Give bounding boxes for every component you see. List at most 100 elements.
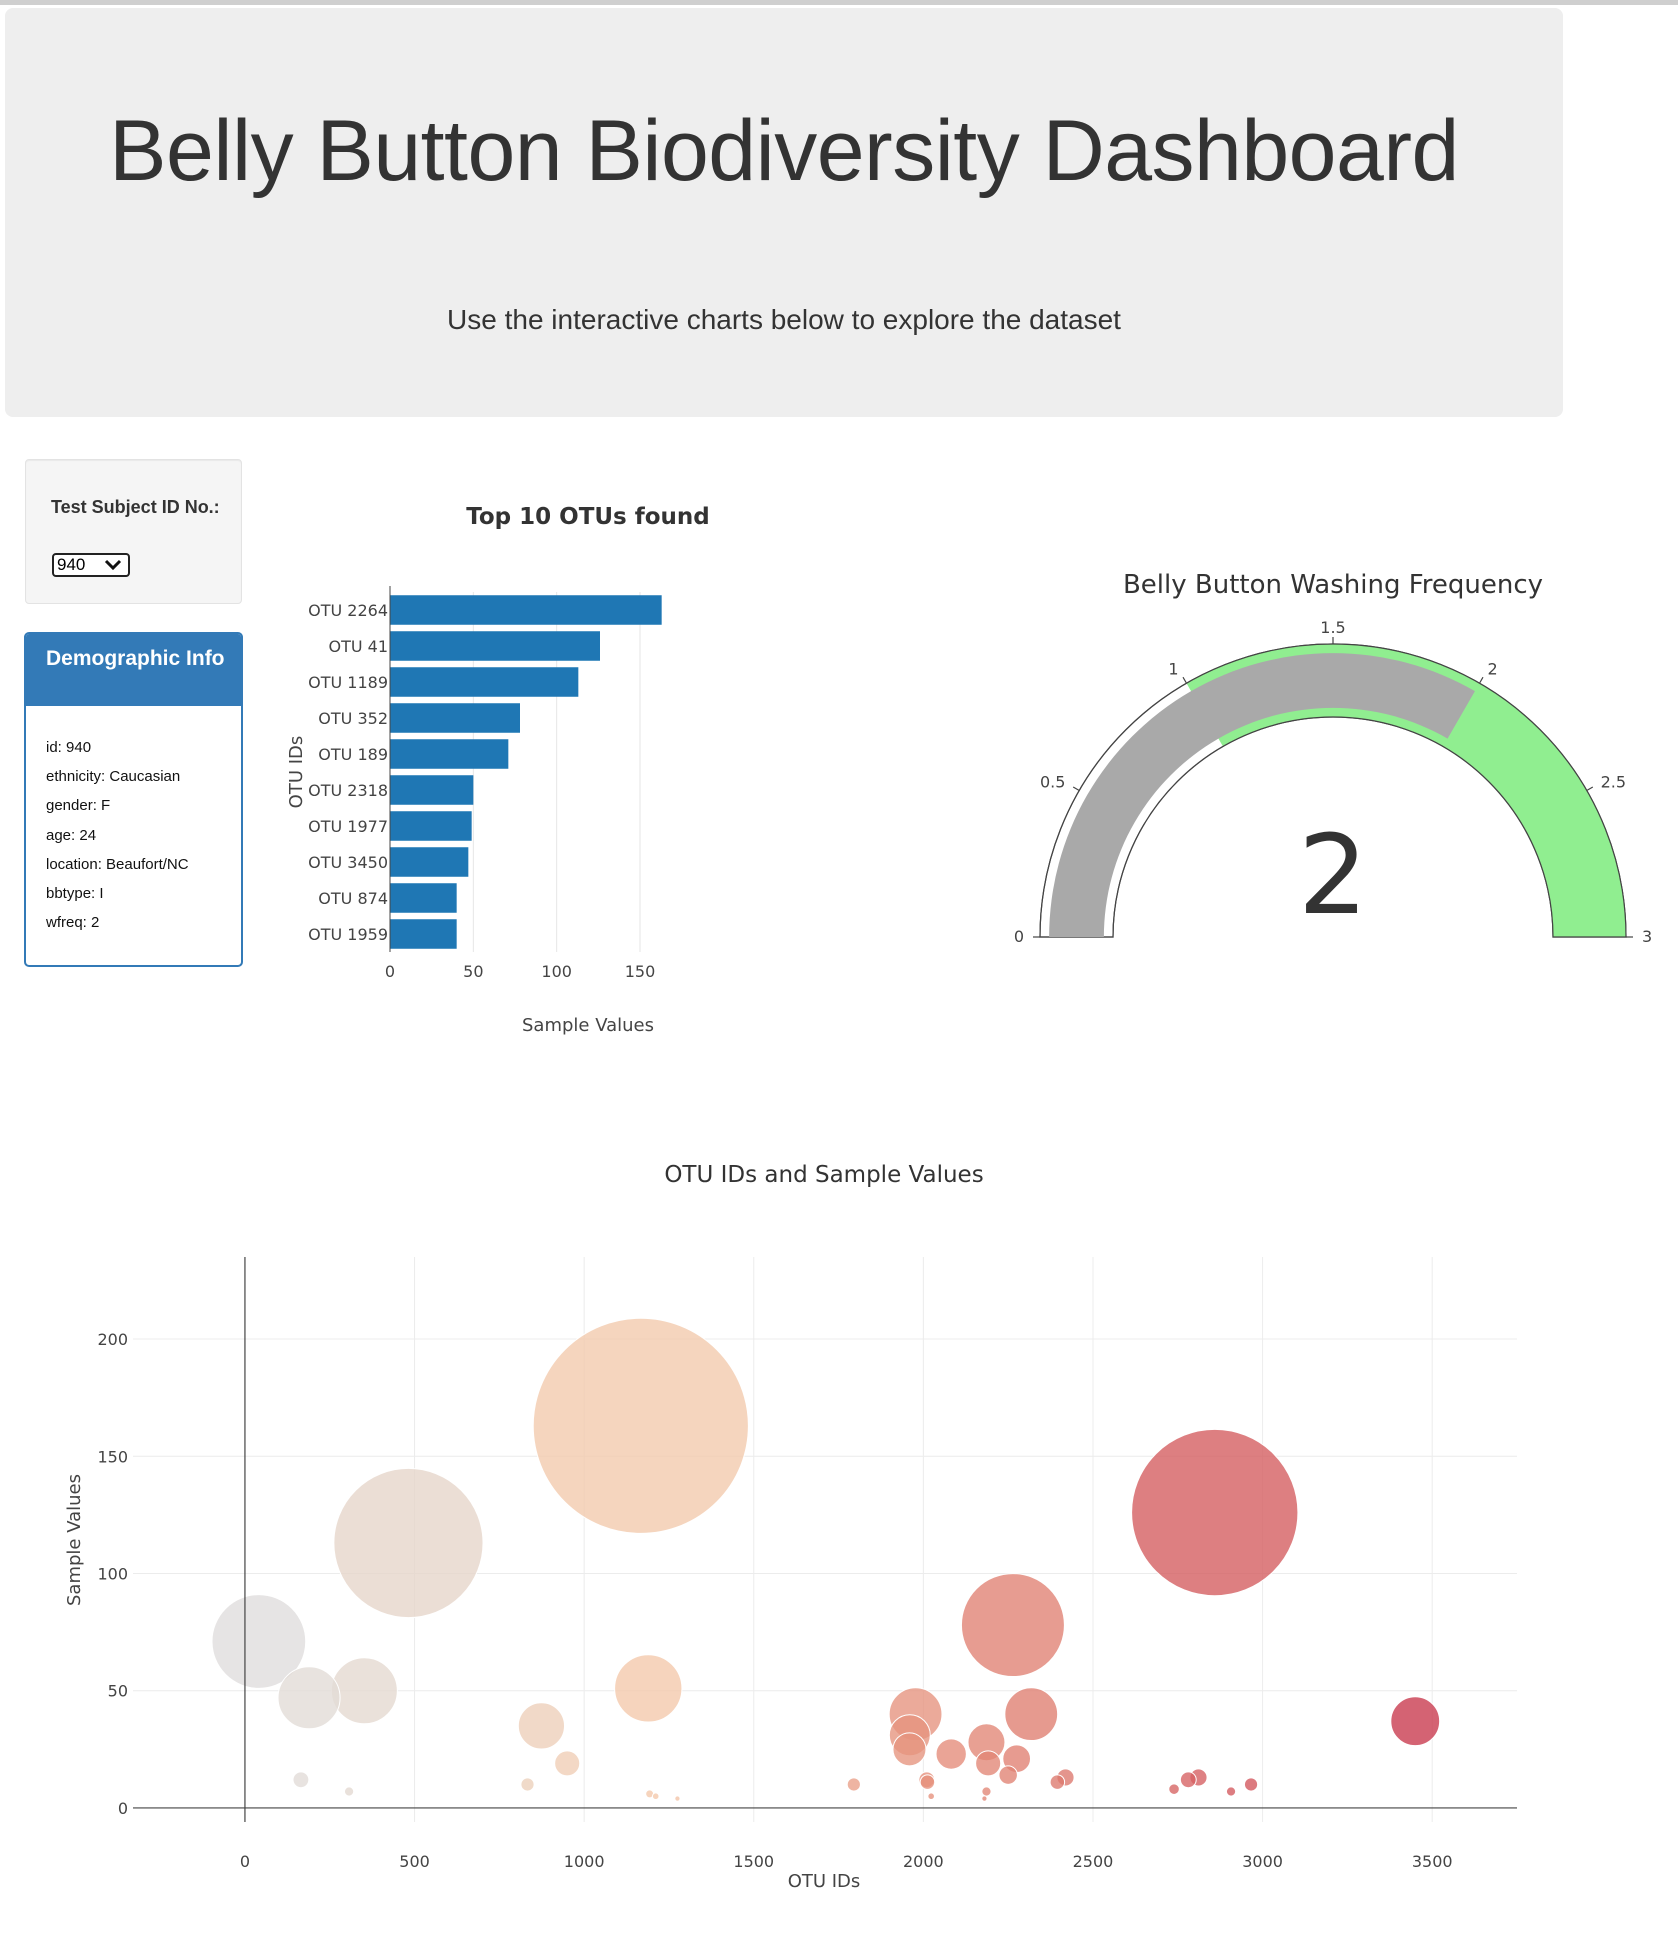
chevron-down-icon: [104, 559, 122, 571]
demographic-info-body: id: 940 ethnicity: Caucasian gender: F a…: [26, 706, 241, 942]
bar-otu-1189: [390, 667, 579, 697]
subject-selector-label: Test Subject ID No.:: [51, 497, 220, 517]
bar-y-tick-label: OTU 2318: [308, 781, 388, 800]
bubble-point: [651, 1792, 660, 1801]
bubble-point: [1225, 1786, 1237, 1797]
bar-otu-41: [390, 631, 600, 661]
bubble-point: [1390, 1696, 1441, 1747]
bar-chart-title: Top 10 OTUs found: [466, 504, 710, 530]
demographic-row-bbtype: bbtype: I: [46, 884, 104, 902]
demographic-row-id: id: 940: [46, 739, 92, 756]
gauge-number: 2: [1298, 811, 1368, 939]
gauge-tick-label: 0.5: [1040, 773, 1065, 792]
bubble-point: [330, 1657, 398, 1725]
bar-y-axis-label: OTU IDs: [286, 736, 307, 809]
bar-x-tick-label: 0: [385, 962, 395, 981]
bar-y-tick-label: OTU 2264: [308, 601, 388, 620]
bubble-point: [846, 1777, 861, 1792]
bubble-point: [1131, 1428, 1299, 1597]
bar-otu-2264: [390, 595, 662, 625]
bubble-x-axis-label: OTU IDs: [788, 1871, 861, 1892]
header-jumbotron: Belly Button Biodiversity Dashboard Use …: [5, 8, 1563, 417]
bubble-point: [674, 1795, 681, 1802]
bar-otu-1959: [390, 919, 457, 949]
page-subtitle: Use the interactive charts below to expl…: [447, 304, 1121, 335]
bubble-x-tick-label: 2500: [1073, 1852, 1114, 1871]
bubble-chart-title: OTU IDs and Sample Values: [664, 1162, 983, 1188]
subject-selector-well: Test Subject ID No.: 940: [25, 459, 242, 604]
bar-otu-874: [390, 883, 457, 913]
bar-x-tick-label: 150: [625, 962, 656, 981]
bubble-point: [333, 1467, 484, 1619]
bar-x-tick-label: 50: [463, 962, 483, 981]
bubble-point: [1179, 1771, 1197, 1789]
bubble-y-tick-label: 0: [118, 1799, 128, 1818]
gauge-tick-label: 2: [1488, 659, 1498, 678]
demographic-row-gender: gender: F: [46, 797, 111, 815]
demographic-row-age: age: 24: [46, 826, 97, 844]
demographic-row-location: location: Beaufort/NC: [46, 855, 189, 873]
gauge-tick-label: 1.5: [1320, 618, 1345, 637]
gauge-tick: [1182, 676, 1188, 684]
gauge-tick-label: 2.5: [1601, 773, 1626, 792]
gauge-tick-label: 3: [1642, 927, 1652, 946]
page-title: Belly Button Biodiversity Dashboard: [109, 103, 1459, 199]
subject-id-select[interactable]: 940: [52, 553, 130, 577]
bar-x-tick-label: 100: [541, 962, 572, 981]
bar-otu-2318: [390, 775, 474, 805]
bar-y-tick-label: OTU 874: [318, 889, 388, 908]
bubble-x-tick-label: 3000: [1242, 1852, 1283, 1871]
bar-y-tick-label: OTU 1189: [308, 673, 388, 692]
browser-top-border: [0, 0, 1678, 5]
bubble-point: [998, 1765, 1018, 1785]
bubble-point: [1168, 1783, 1180, 1795]
bubble-y-tick-label: 50: [108, 1682, 128, 1701]
gauge-tick-label: 1: [1168, 659, 1178, 678]
bubble-y-tick-label: 100: [97, 1564, 128, 1583]
bubble-point: [960, 1573, 1065, 1678]
bubble-x-tick-label: 2000: [903, 1852, 944, 1871]
bubble-x-tick-label: 500: [399, 1852, 430, 1871]
gauge-value-bar: [1049, 653, 1475, 937]
bar-y-tick-label: OTU 189: [318, 745, 388, 764]
gauge-tick: [1586, 786, 1594, 792]
bubble-y-tick-label: 150: [97, 1447, 128, 1466]
gauge-title: Belly Button Washing Frequency: [1123, 570, 1543, 600]
bubble-point: [554, 1750, 581, 1777]
bubble-point: [520, 1777, 535, 1792]
bubble-point: [981, 1786, 992, 1797]
bubble-y-tick-label: 200: [97, 1330, 128, 1349]
bubble-point: [1004, 1687, 1059, 1742]
bubble-point: [981, 1795, 988, 1802]
bubble-point: [277, 1666, 341, 1730]
bar-otu-3450: [390, 847, 469, 877]
bubble-point: [343, 1786, 355, 1797]
demographic-info-title: Demographic Info: [26, 634, 241, 706]
bubble-point: [1049, 1774, 1066, 1790]
gauge-outline: [1039, 643, 1627, 938]
bubble-x-tick-label: 3500: [1412, 1852, 1453, 1871]
subject-id-selected-value: 940: [57, 555, 86, 574]
bar-y-tick-label: OTU 3450: [308, 853, 388, 872]
bubble-point: [975, 1750, 1002, 1777]
top-otus-bar-chart: Top 10 OTUs found 0 50 100 150 OTU 2264 OTU 41…: [286, 504, 710, 1036]
bubble-x-tick-label: 1500: [733, 1852, 774, 1871]
bar-otu-352: [390, 703, 520, 733]
bubble-point: [935, 1738, 967, 1770]
bubble-point: [614, 1654, 683, 1723]
bar-x-axis-label: Sample Values: [522, 1015, 654, 1036]
bubble-point: [532, 1317, 749, 1534]
bubble-point: [211, 1594, 307, 1689]
washing-frequency-gauge: Belly Button Washing Frequency 0 0.5 1 1.5 2 2…: [1014, 570, 1652, 946]
bar-otu-1977: [390, 811, 472, 841]
bubble-x-tick-label: 0: [240, 1852, 250, 1871]
demographic-row-ethnicity: ethnicity: Caucasian: [46, 768, 181, 786]
bar-y-tick-label: OTU 352: [318, 709, 388, 728]
bubble-point: [919, 1774, 936, 1790]
bubble-y-axis-label: Sample Values: [64, 1474, 85, 1606]
bar-y-tick-label: OTU 1977: [308, 817, 388, 836]
bubble-point: [892, 1732, 927, 1767]
bubble-point: [292, 1771, 310, 1789]
bar-otu-189: [390, 739, 509, 769]
gauge-step-band: [1186, 644, 1626, 937]
